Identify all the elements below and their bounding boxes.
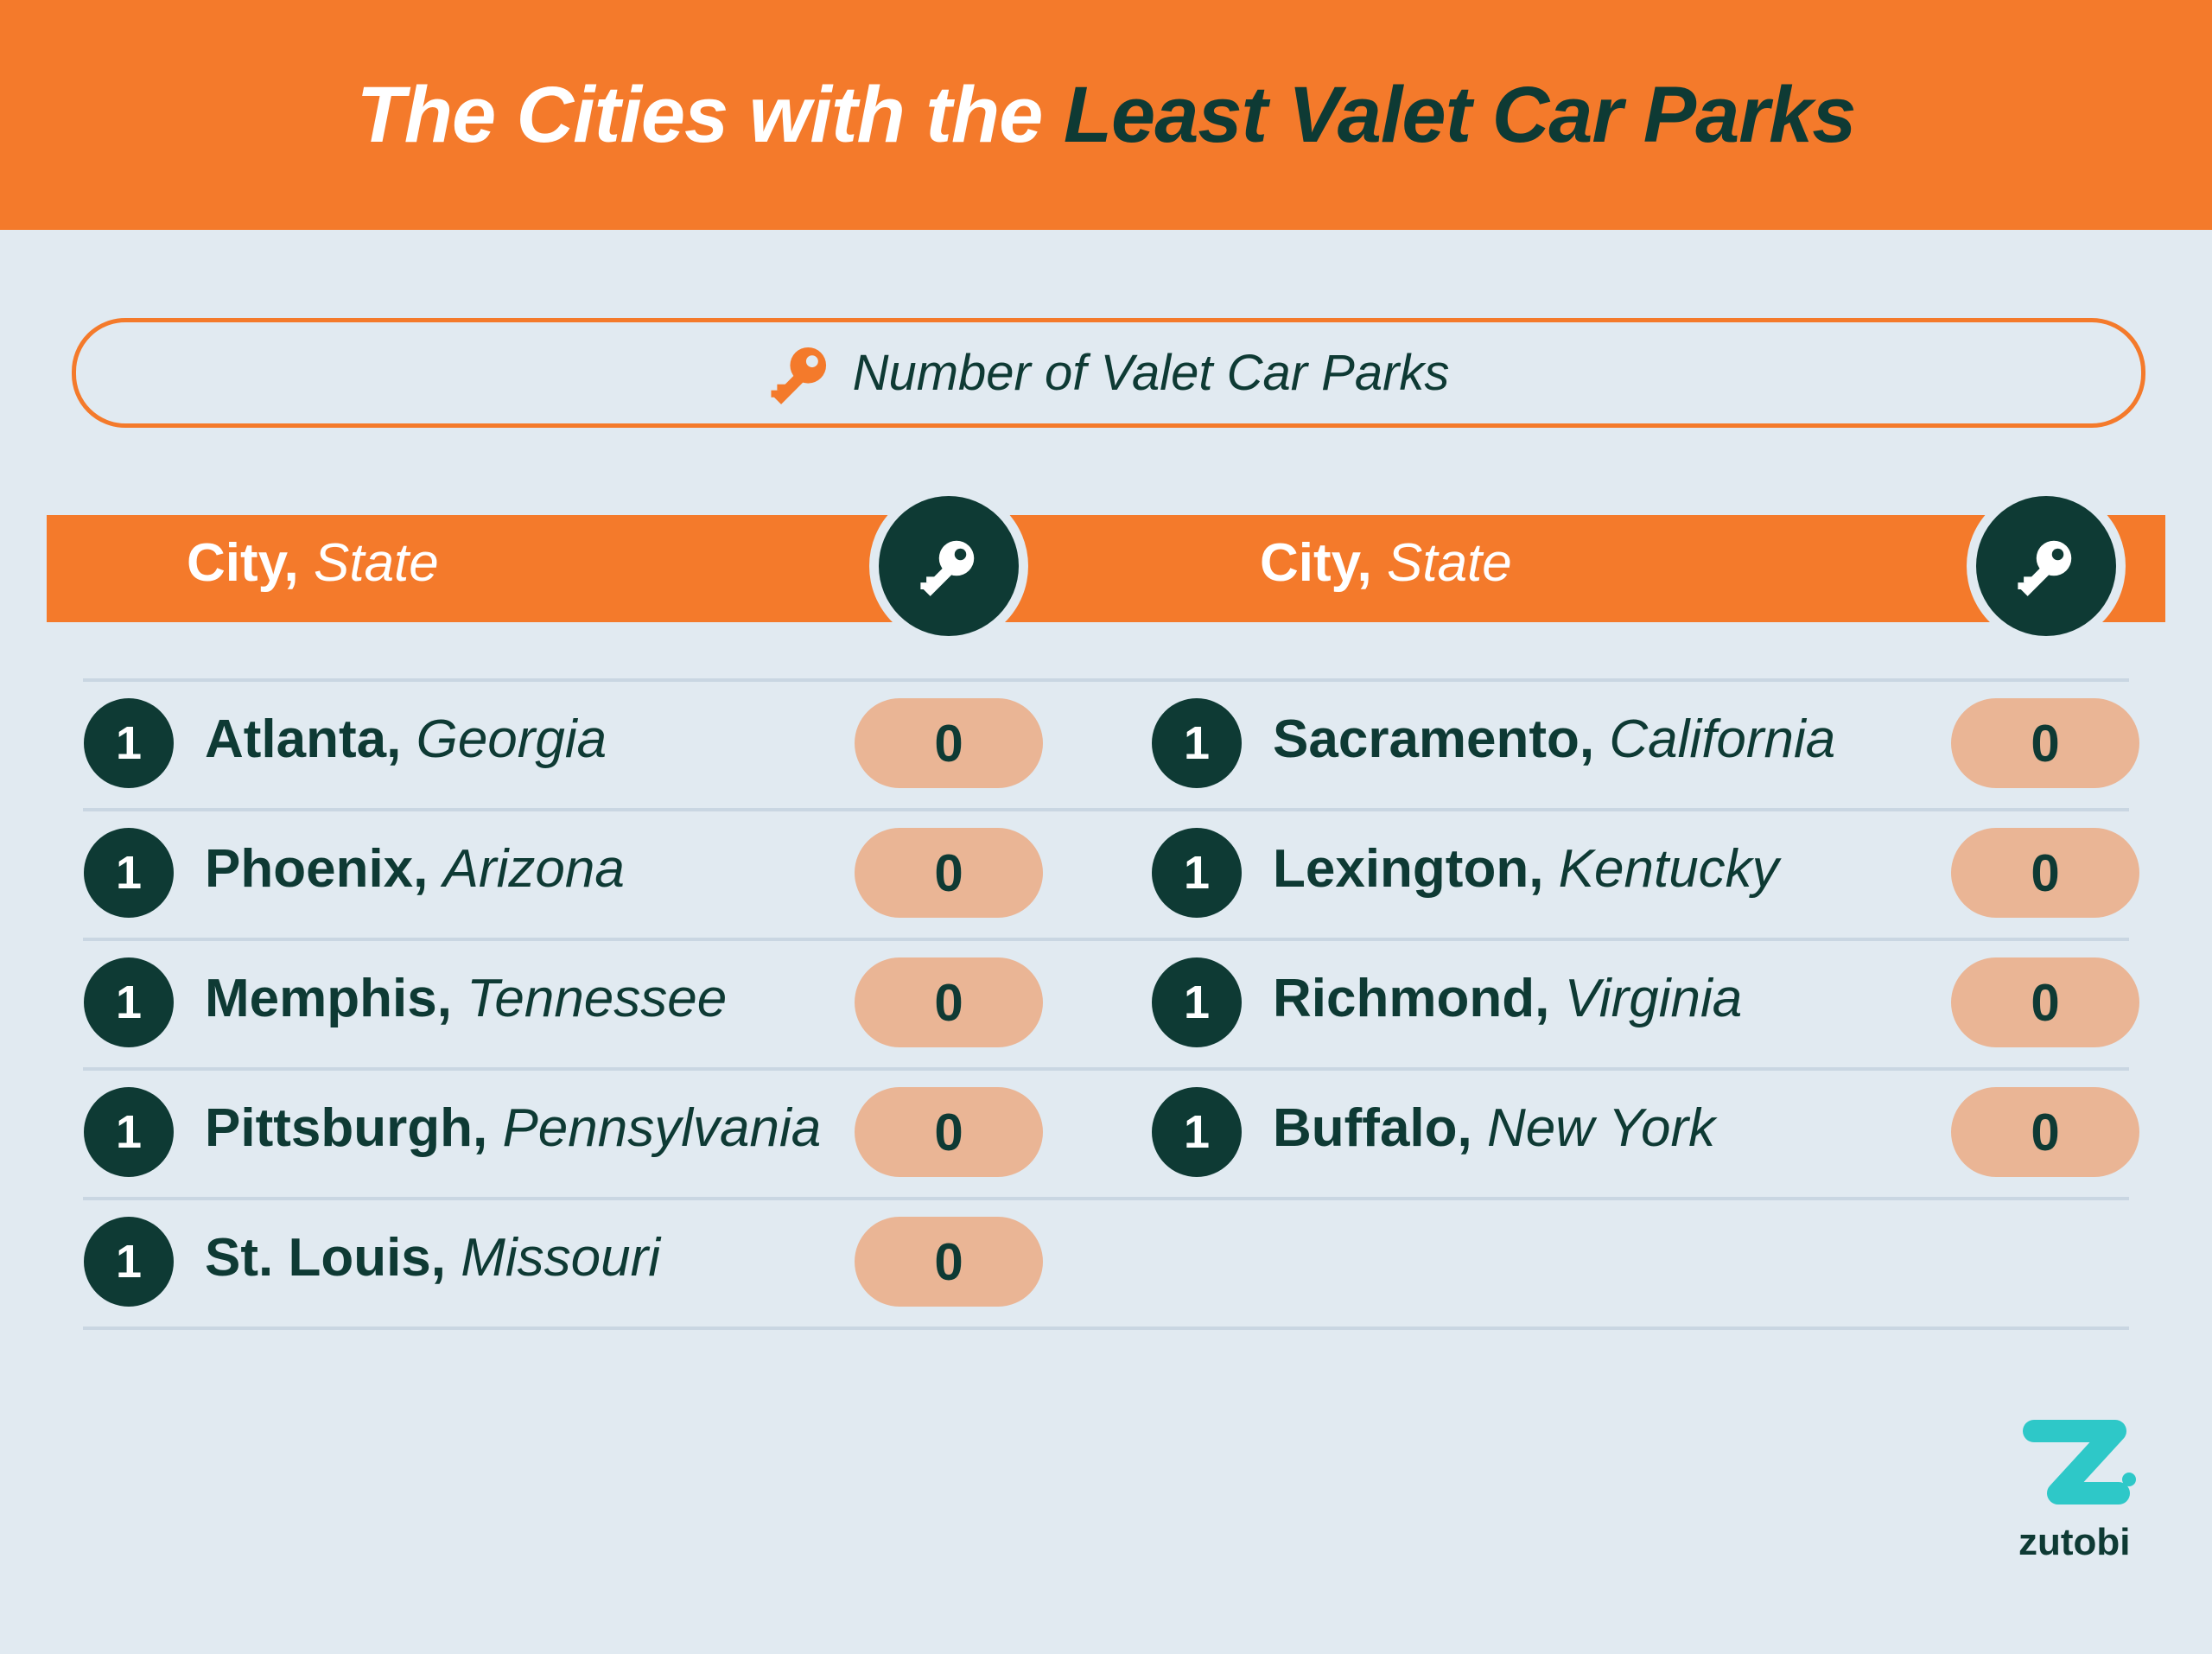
city-state: St. Louis, Missouri: [205, 1227, 660, 1288]
city-name: Phoenix,: [205, 839, 429, 899]
city-state: Atlanta, Georgia: [205, 709, 607, 770]
rank-badge: 1: [1152, 828, 1242, 918]
table-row: 1 Buffalo, New York 0: [1152, 1087, 2141, 1177]
key-icon: [920, 540, 975, 596]
col-city-label: City,: [187, 533, 299, 593]
state-name: Virginia: [1564, 969, 1743, 1028]
value-pill: 0: [1951, 828, 2139, 918]
title-banner: The Cities with the Least Valet Car Park…: [0, 0, 2212, 230]
key-icon: [771, 347, 826, 404]
city-state: Memphis, Tennessee: [205, 968, 727, 1029]
column-header-left: City, State: [187, 532, 439, 594]
row-divider: [83, 808, 2129, 811]
city-name: Pittsburgh,: [205, 1098, 488, 1158]
state-name: Kentucky: [1558, 839, 1779, 899]
table-row: 1 Lexington, Kentucky 0: [1152, 828, 2141, 918]
row-divider: [83, 678, 2129, 682]
page-title: The Cities with the Least Valet Car Park…: [356, 70, 1857, 161]
row-divider: [83, 938, 2129, 941]
value-pill: 0: [1951, 957, 2139, 1047]
value-column-key-badge-left: [869, 487, 1028, 646]
value-pill: 0: [855, 1217, 1043, 1307]
title-part-1: The Cities with the: [356, 70, 1064, 159]
value-column-key-badge-right: [1967, 487, 2126, 646]
zutobi-logo-icon: [2023, 1420, 2136, 1505]
state-name: California: [1609, 709, 1836, 769]
state-name: Missouri: [461, 1228, 661, 1288]
city-name: Memphis,: [205, 969, 452, 1028]
city-state: Richmond, Virginia: [1273, 968, 1742, 1029]
table-row: 1 Pittsburgh, Pennsylvania 0: [84, 1087, 1043, 1177]
table-row: 1 St. Louis, Missouri 0: [84, 1217, 1043, 1307]
city-state: Pittsburgh, Pennsylvania: [205, 1097, 821, 1159]
table-row: 1 Atlanta, Georgia 0: [84, 698, 1043, 788]
rank-badge: 1: [84, 828, 174, 918]
rank-badge: 1: [1152, 957, 1242, 1047]
state-name: New York: [1486, 1098, 1716, 1158]
col-state-label: State: [1387, 533, 1512, 593]
city-name: St. Louis,: [205, 1228, 446, 1288]
rank-badge: 1: [84, 1217, 174, 1307]
city-name: Lexington,: [1273, 839, 1544, 899]
city-state: Lexington, Kentucky: [1273, 838, 1779, 900]
row-divider: [83, 1197, 2129, 1200]
row-divider: [83, 1326, 2129, 1330]
column-header-band: [47, 515, 2165, 622]
col-city-label: City,: [1260, 533, 1372, 593]
key-icon: [2018, 540, 2072, 596]
value-pill: 0: [855, 828, 1043, 918]
city-name: Atlanta,: [205, 709, 402, 769]
rank-badge: 1: [1152, 1087, 1242, 1177]
title-part-2: Least Valet Car Parks: [1063, 70, 1857, 159]
state-name: Arizona: [442, 839, 625, 899]
table-row: 1 Memphis, Tennessee 0: [84, 957, 1043, 1047]
rank-badge: 1: [84, 957, 174, 1047]
value-pill: 0: [1951, 698, 2139, 788]
city-name: Sacramento,: [1273, 709, 1595, 769]
row-divider: [83, 1067, 2129, 1071]
state-name: Pennsylvania: [502, 1098, 822, 1158]
table-row: 1 Richmond, Virginia 0: [1152, 957, 2141, 1047]
table-row: 1 Sacramento, California 0: [1152, 698, 2141, 788]
legend-box: Number of Valet Car Parks: [72, 318, 2145, 428]
city-name: Richmond,: [1273, 969, 1550, 1028]
city-state: Buffalo, New York: [1273, 1097, 1715, 1159]
legend-label: Number of Valet Car Parks: [852, 345, 1450, 401]
rank-badge: 1: [84, 1087, 174, 1177]
city-state: Sacramento, California: [1273, 709, 1835, 770]
brand-name: zutobi: [2018, 1521, 2131, 1563]
col-state-label: State: [314, 533, 439, 593]
state-name: Tennessee: [467, 969, 728, 1028]
value-pill: 0: [855, 957, 1043, 1047]
rank-badge: 1: [1152, 698, 1242, 788]
value-pill: 0: [855, 698, 1043, 788]
value-pill: 0: [855, 1087, 1043, 1177]
city-name: Buffalo,: [1273, 1098, 1472, 1158]
table-row: 1 Phoenix, Arizona 0: [84, 828, 1043, 918]
rank-badge: 1: [84, 698, 174, 788]
state-name: Georgia: [416, 709, 607, 769]
column-header-right: City, State: [1260, 532, 1512, 594]
city-state: Phoenix, Arizona: [205, 838, 625, 900]
value-pill: 0: [1951, 1087, 2139, 1177]
